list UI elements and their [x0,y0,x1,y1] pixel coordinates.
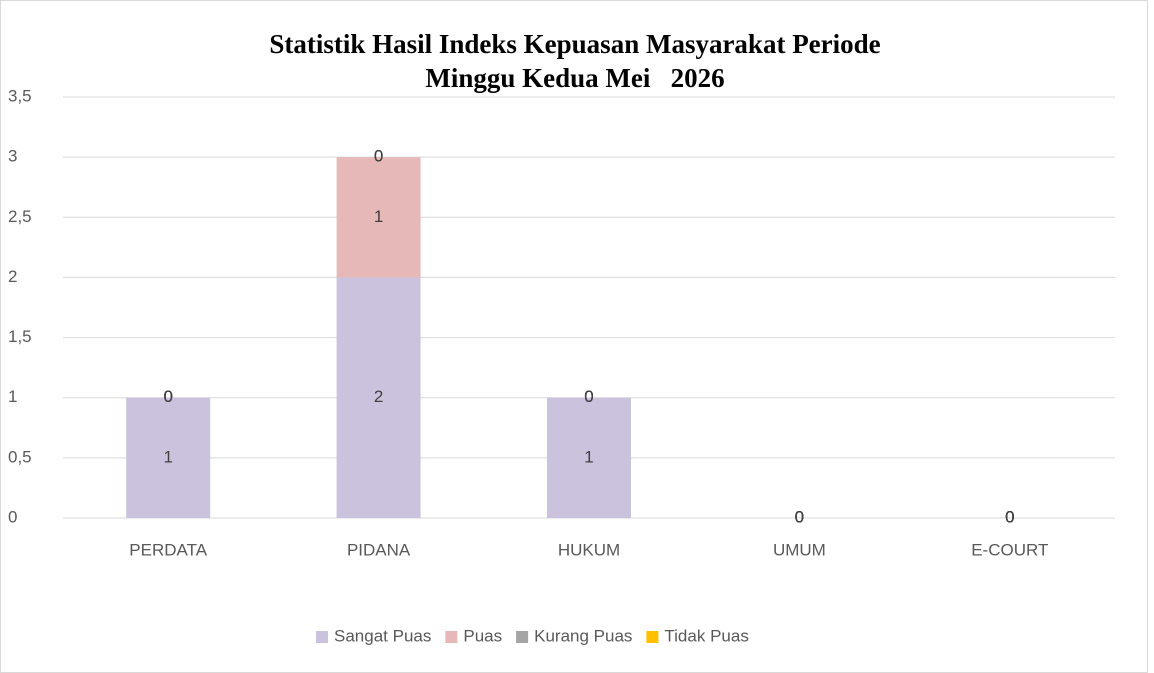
legend-swatch [316,631,328,643]
y-tick-label: 1 [8,387,17,406]
legend-label: Sangat Puas [334,626,431,645]
bar-segment [336,157,421,278]
y-tick-label: 3 [8,147,17,166]
data-label: 0 [584,387,593,406]
legend-swatch [516,631,529,643]
data-label: 0 [163,387,172,406]
data-label: 1 [374,207,383,226]
x-tick-label: PIDANA [347,540,411,559]
data-label: 0 [1005,507,1014,526]
legend-swatch [646,631,659,643]
legend-label: Tidak Puas [664,626,748,645]
data-label: 0 [795,507,804,526]
x-tick-label: UMUM [773,540,826,559]
data-label: 0 [795,507,804,526]
data-label: 2 [374,387,383,406]
x-tick-label: E-COURT [971,540,1048,559]
data-label: 0 [795,507,804,526]
data-label: 0 [584,387,593,406]
data-label: 0 [1005,507,1014,526]
data-label: 0 [374,147,383,166]
legend-label: Kurang Puas [534,626,632,645]
data-label: 0 [1005,507,1014,526]
y-tick-label: 0,5 [8,447,32,466]
bar-segment [547,397,631,518]
y-tick-label: 3,5 [8,86,32,105]
y-tick-label: 2 [8,267,17,286]
chart-title: Minggu Kedua Mei 2026 [425,63,724,93]
data-label: 0 [584,387,593,406]
y-tick-label: 2,5 [8,207,32,226]
data-label: 0 [795,507,804,526]
legend-label: Puas [463,626,502,645]
bar-segment [336,277,421,518]
y-tick-label: 1,5 [8,327,32,346]
data-label: 1 [163,447,172,466]
data-label: 1 [584,447,593,466]
x-tick-label: HUKUM [558,540,620,559]
y-tick-label: 0 [8,507,17,526]
x-tick-label: PERDATA [129,540,207,559]
data-label: 0 [163,387,172,406]
chart-title: Statistik Hasil Indeks Kepuasan Masyarak… [269,29,880,59]
bar-segment [126,397,211,518]
data-label: 0 [163,387,172,406]
data-label: 0 [1005,507,1014,526]
data-label: 0 [374,147,383,166]
legend-swatch [445,631,458,643]
